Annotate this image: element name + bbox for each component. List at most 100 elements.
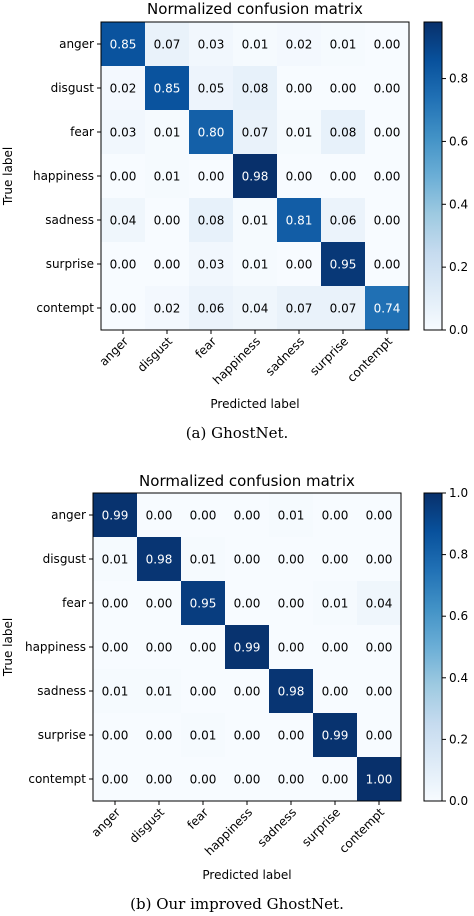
cell-label: 0.00 (190, 509, 217, 523)
cell (225, 757, 270, 802)
cell-label: 0.00 (322, 509, 349, 523)
cell-label: 0.00 (234, 553, 261, 567)
cell-label: 0.00 (146, 509, 173, 523)
cell-label: 0.00 (234, 509, 261, 523)
x-tick-label: happiness (210, 334, 263, 387)
y-tick-label: contempt (36, 301, 94, 315)
cell (93, 537, 138, 582)
cell-label: 0.07 (286, 302, 313, 316)
cell-label: 0.01 (190, 553, 217, 567)
cell (233, 286, 278, 331)
x-tick-label: fear (184, 805, 211, 832)
cell-label: 0.01 (102, 553, 129, 567)
cell (189, 154, 234, 199)
colorbar (423, 21, 443, 331)
cell (321, 242, 366, 287)
x-tick-label: surprise (299, 805, 343, 849)
cell-label: 0.85 (154, 82, 181, 96)
cell-label: 0.07 (154, 38, 181, 52)
cell (189, 198, 234, 243)
cell (313, 713, 358, 758)
cell (365, 198, 410, 243)
cell (321, 110, 366, 155)
cell-label: 0.00 (278, 773, 305, 787)
cell (101, 22, 146, 67)
chart-title: Normalized confusion matrix (147, 0, 363, 18)
cell (313, 669, 358, 714)
cell (277, 110, 322, 155)
cell-label: 0.01 (278, 509, 305, 523)
x-tick-label: contempt (336, 805, 387, 856)
cell-label: 0.00 (154, 258, 181, 272)
cell (137, 625, 182, 670)
cell-label: 0.00 (190, 773, 217, 787)
colorbar-tick-label: 0.0 (449, 794, 468, 808)
cell-label: 0.00 (374, 214, 401, 228)
cell-label: 0.00 (146, 773, 173, 787)
x-tick-label: anger (97, 334, 132, 369)
cell (269, 581, 314, 626)
cell (145, 286, 190, 331)
confusion-matrix-a: Normalized confusion matrix 0.85 0.07 0.03 0… (1, 0, 468, 442)
cell-label: 0.07 (330, 302, 357, 316)
cell-label: 0.01 (146, 685, 173, 699)
cell (145, 22, 190, 67)
cell (93, 669, 138, 714)
cell (145, 66, 190, 111)
cell-label: 0.00 (278, 553, 305, 567)
cell (145, 242, 190, 287)
cell (233, 22, 278, 67)
cell-label: 0.00 (234, 597, 261, 611)
cell-label: 0.02 (286, 38, 313, 52)
cell-label: 0.08 (198, 214, 225, 228)
y-tick-label: sadness (45, 213, 94, 227)
cell-label: 0.07 (242, 126, 269, 140)
cell (137, 581, 182, 626)
cell (93, 581, 138, 626)
cell (277, 286, 322, 331)
y-tick-label: surprise (38, 728, 86, 742)
cell-label: 0.80 (198, 126, 225, 140)
cell (357, 581, 402, 626)
cell (321, 286, 366, 331)
cell-label: 0.00 (322, 641, 349, 655)
cell (269, 713, 314, 758)
cell (357, 757, 402, 802)
cell-label: 0.00 (234, 685, 261, 699)
cell-label: 0.00 (286, 258, 313, 272)
colorbar-tick-label: 0.8 (449, 72, 468, 86)
cell (137, 493, 182, 538)
cell-label: 0.00 (110, 258, 137, 272)
cell-label: 0.99 (322, 729, 349, 743)
cell (277, 22, 322, 67)
cell-label: 0.00 (366, 641, 393, 655)
cell (101, 66, 146, 111)
cell-label: 0.02 (154, 302, 181, 316)
cell (269, 625, 314, 670)
cell-label: 0.03 (198, 38, 225, 52)
cell (233, 242, 278, 287)
cell-label: 0.08 (242, 82, 269, 96)
cell (365, 242, 410, 287)
cell (189, 110, 234, 155)
cell (365, 286, 410, 331)
cell (277, 66, 322, 111)
cell-label: 0.01 (322, 597, 349, 611)
cell (321, 198, 366, 243)
cell-label: 0.98 (242, 170, 269, 184)
cell-label: 0.98 (146, 553, 173, 567)
cell (225, 537, 270, 582)
cell-label: 0.00 (154, 214, 181, 228)
cell-label: 0.99 (234, 641, 261, 655)
cell (101, 110, 146, 155)
cell-label: 0.00 (330, 170, 357, 184)
cell (181, 537, 226, 582)
cell (181, 757, 226, 802)
cell-label: 0.00 (374, 126, 401, 140)
y-tick-label: happiness (25, 640, 86, 654)
cell-label: 0.00 (374, 82, 401, 96)
x-tick-label: anger (89, 805, 124, 840)
cell-label: 0.06 (198, 302, 225, 316)
cell (101, 242, 146, 287)
